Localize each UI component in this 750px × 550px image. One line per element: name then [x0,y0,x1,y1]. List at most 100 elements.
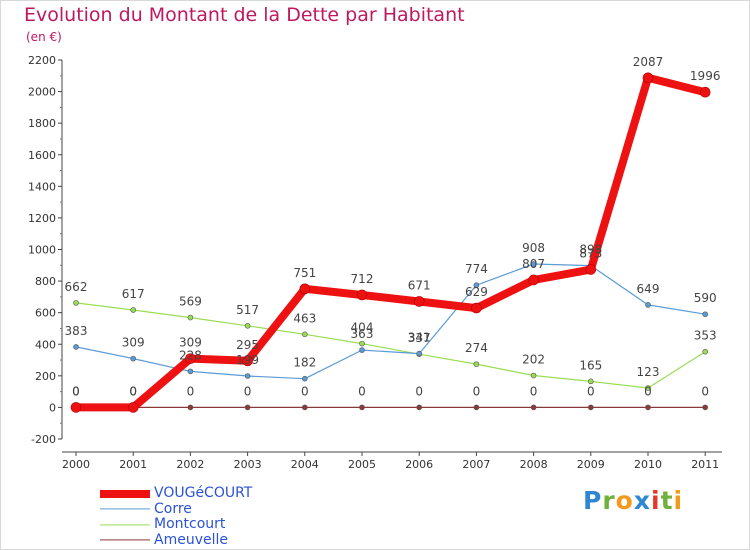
data-label-montcourt: 353 [694,329,717,343]
data-label-montcourt: 463 [293,311,316,325]
data-point-corre [416,350,423,357]
data-label-ameuvelle: 0 [244,384,252,398]
y-tick-label: 1200 [28,212,56,225]
data-point-corre [645,302,651,308]
data-label-montcourt: 569 [179,295,202,309]
data-label-voug-court: 807 [522,257,545,271]
data-label-voug-court: 873 [579,247,602,261]
data-point-ameuvelle [587,404,594,411]
data-point-voug-court [642,72,654,84]
data-label-voug-court: 671 [408,278,431,292]
data-label-ameuvelle: 0 [301,384,309,398]
y-tick-label: 0 [49,401,56,414]
y-tick-label: 2000 [28,86,56,99]
data-point-voug-court [70,402,82,413]
data-label-voug-court: 0 [72,384,80,398]
brand-letter: P [583,486,603,515]
data-label-ameuvelle: 0 [129,384,137,398]
legend-swatch [100,508,150,510]
series-line-montcourt [75,302,706,389]
data-point-voug-court [699,86,711,98]
data-label-ameuvelle: 0 [587,384,595,398]
data-point-corre [73,344,79,350]
data-point-corre [702,311,709,318]
data-label-corre: 774 [465,262,488,276]
data-point-montcourt [73,300,79,306]
data-label-voug-court: 0 [129,384,137,398]
series-line-corre [75,263,706,380]
data-point-ameuvelle [301,404,308,411]
data-point-corre [130,355,136,362]
data-label-montcourt: 404 [351,321,374,335]
data-label-montcourt: 337 [408,331,431,345]
data-point-ameuvelle [416,404,423,411]
data-point-corre [187,368,194,375]
legend-label: VOUGéCOURT [154,485,253,501]
chart-title: Evolution du Montant de la Dette par Hab… [24,4,465,26]
data-label-corre: 649 [637,282,660,296]
y-tick-label: 400 [35,338,56,351]
data-point-montcourt [530,372,537,379]
data-label-voug-court: 309 [179,336,202,350]
data-point-voug-court [413,296,425,307]
legend-swatch [100,539,150,541]
data-label-ameuvelle: 0 [415,384,423,398]
data-label-voug-court: 712 [351,272,374,286]
data-point-montcourt [645,385,651,391]
data-label-corre: 228 [179,348,202,362]
data-point-montcourt [301,331,308,338]
x-tick-label: 2001 [119,458,147,471]
data-point-ameuvelle [645,404,651,411]
x-tick-label: 2003 [234,458,262,471]
y-tick-label: 200 [35,370,56,383]
series-line-voug-court [72,73,710,412]
x-tick-label: 2000 [62,458,90,471]
chart-unit-label: (en €) [26,30,62,44]
data-point-voug-court [299,283,311,295]
data-point-ameuvelle [702,404,709,411]
data-label-montcourt: 617 [122,287,145,301]
x-tick-label: 2006 [405,458,433,471]
data-label-ameuvelle: 0 [530,384,538,398]
data-point-montcourt [587,378,594,385]
brand-letter: t [660,486,674,515]
x-tick-label: 2004 [291,458,319,471]
legend-swatch [100,489,150,498]
y-tick-label: 1000 [28,244,56,257]
data-point-ameuvelle [359,404,365,411]
data-label-montcourt: 202 [522,353,545,367]
data-label-ameuvelle: 0 [473,384,481,398]
data-label-voug-court: 295 [236,338,259,352]
data-label-montcourt: 123 [637,365,660,379]
data-point-ameuvelle [187,404,194,411]
data-label-corre: 383 [65,324,88,338]
x-tick-label: 2002 [176,458,204,471]
legend-label: Montcourt [154,516,226,532]
data-label-voug-court: 1996 [690,69,721,83]
data-point-ameuvelle [244,404,251,411]
data-point-montcourt [359,340,365,347]
data-point-voug-court [185,353,196,364]
x-tick-label: 2010 [634,458,662,471]
y-tick-label: 1600 [28,149,56,162]
data-label-corre: 182 [293,356,316,370]
data-label-montcourt: 165 [579,358,602,372]
data-label-ameuvelle: 0 [72,384,80,398]
data-label-montcourt: 274 [465,341,488,355]
brand-letter: o [615,486,634,515]
data-label-voug-court: 629 [465,285,488,299]
data-label-voug-court: 2087 [633,55,664,69]
data-point-corre [530,261,537,267]
y-tick-label: 1800 [28,117,56,130]
data-point-corre [473,282,480,288]
data-label-voug-court: 751 [293,266,316,280]
data-label-montcourt: 662 [65,280,88,294]
data-point-montcourt [130,307,136,313]
data-label-corre: 341 [408,331,431,345]
legend-swatch [100,524,150,526]
x-tick-label: 2008 [520,458,548,471]
data-point-montcourt [187,314,194,321]
brand-letter: x [633,486,651,515]
data-label-montcourt: 517 [236,303,259,317]
